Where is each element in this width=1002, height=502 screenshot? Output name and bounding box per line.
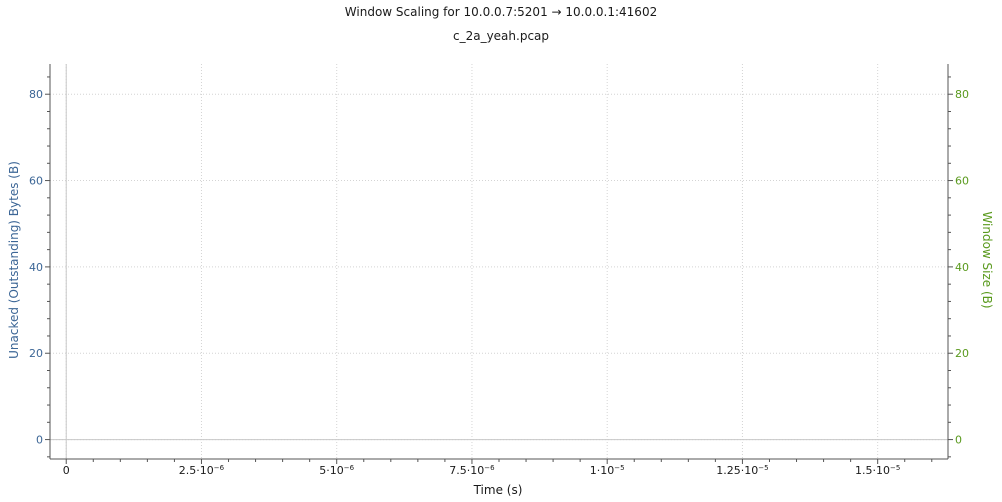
- x-axis-label: Time (s): [473, 483, 523, 497]
- x-tick-label: 1·10−5: [590, 464, 625, 477]
- x-tick-label: 2.5·10−6: [179, 464, 225, 477]
- axes: [49, 64, 949, 460]
- y-left-tick-label: 60: [29, 175, 43, 188]
- x-tick-label: 1.25·10−5: [716, 464, 768, 477]
- x-tick-label: 0: [63, 464, 70, 477]
- y-right-tick-label: 60: [955, 175, 969, 188]
- chart-title: Window Scaling for 10.0.0.7:5201 → 10.0.…: [344, 5, 658, 19]
- chart-subtitle: c_2a_yeah.pcap: [452, 29, 550, 43]
- y-left-tick-label: 20: [29, 347, 43, 360]
- y-axis-label-left: Unacked (Outstanding) Bytes (B): [7, 161, 21, 359]
- y-right-tick-label: 20: [955, 347, 969, 360]
- y-axis-label-right: Window Size (B): [980, 211, 994, 308]
- x-tick-label: 7.5·10−6: [449, 464, 495, 477]
- ticks: 0 2.5·10−6 5·10−6 7.5·10−6 1·10−5 1.25·10−5 1.…: [29, 76, 969, 477]
- y-right-tick-label: 0: [955, 434, 962, 447]
- y-left-tick-label: 40: [29, 261, 43, 274]
- grid: [50, 64, 948, 459]
- y-left-tick-label: 80: [29, 88, 43, 101]
- y-left-tick-label: 0: [36, 434, 43, 447]
- y-right-tick-label: 80: [955, 88, 969, 101]
- x-tick-label: 5·10−6: [319, 464, 354, 477]
- y-right-tick-label: 40: [955, 261, 969, 274]
- x-tick-label: 1.5·10−5: [855, 464, 900, 477]
